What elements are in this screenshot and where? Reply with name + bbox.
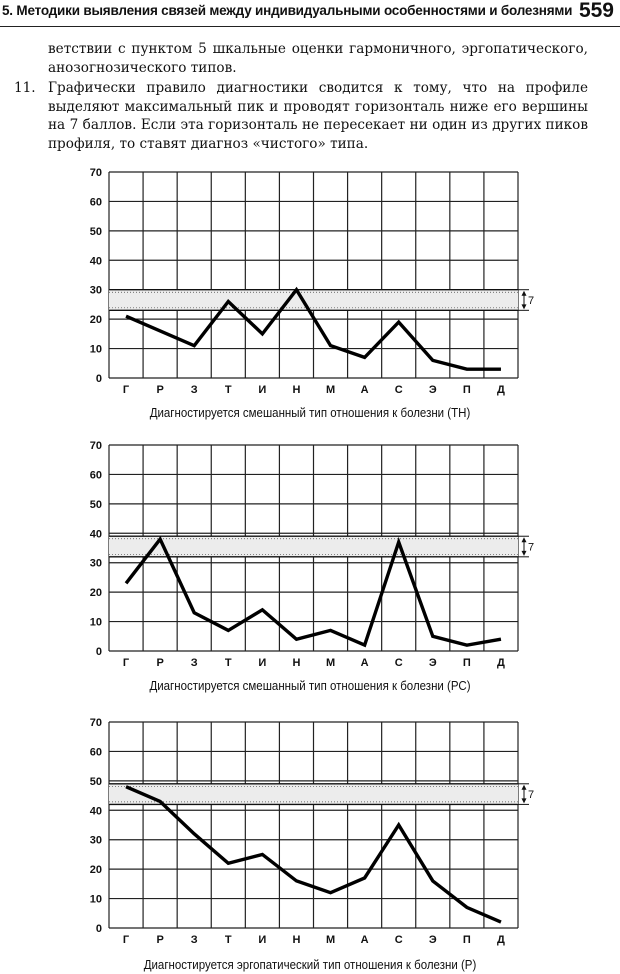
x-tick-label: С [395, 384, 403, 396]
chart-3-caption: Диагностируется эргопатический тип отнош… [143, 958, 477, 972]
series-line [125, 785, 502, 924]
x-tick-label: Т [225, 934, 232, 946]
x-tick-label: Г [123, 934, 130, 946]
y-tick-label: 70 [90, 717, 102, 729]
chart-2-svg: 0 10 20 30 40 50 60 70 7 Г Р З Т И Н М А С Э П Д [90, 440, 534, 669]
y-tick-label: 30 [90, 835, 102, 847]
y-tick-label: 70 [90, 440, 102, 452]
band-arrow-down [521, 304, 527, 310]
band-label: 7 [528, 542, 534, 554]
y-tick-label: 20 [90, 587, 102, 599]
y-tick-label: 50 [90, 499, 102, 511]
x-tick-label: Д [497, 384, 505, 396]
x-tick-label: А [361, 934, 369, 946]
y-tick-label: 10 [90, 344, 102, 356]
list-item-11: 11. Графически правило диагностики своди… [0, 79, 620, 153]
x-tick-label: Г [123, 657, 130, 669]
x-tick-label: А [361, 384, 369, 396]
y-tick-label: 60 [90, 746, 102, 758]
band-shade [109, 536, 518, 557]
y-tick-label: 10 [90, 894, 102, 906]
x-tick-label: Э [429, 657, 437, 669]
y-tick-label: 70 [90, 167, 102, 179]
band-label: 7 [528, 295, 534, 307]
x-tick-label: И [258, 934, 266, 946]
y-tick-label: 50 [90, 226, 102, 238]
x-tick-label: А [361, 657, 369, 669]
x-tick-label: Д [497, 657, 505, 669]
page-number: 559 [578, 0, 614, 22]
continuation-paragraph: ветствии с пунктом 5 шкальные оценки гар… [48, 41, 588, 76]
profile-chart-2: 0 10 20 30 40 50 60 70 7 Г Р З Т И Н М А С Э П Д Диагностиру… [0, 433, 620, 693]
band-shade [109, 783, 518, 805]
chart-1-svg: 0 10 20 30 40 50 60 70 7 Г Р З Т И Н М А С Э П Д [90, 167, 534, 396]
y-tick-label: 0 [96, 373, 102, 385]
y-tick-label: 0 [96, 646, 102, 658]
band-arrow-up [521, 784, 527, 790]
x-tick-label: С [395, 657, 403, 669]
x-tick-label: Э [429, 384, 437, 396]
chart-3-svg: 0 10 20 30 40 50 60 70 7 Г Р З Т И Н М А С Э П Д [90, 717, 534, 946]
y-tick-label: 50 [90, 776, 102, 788]
y-tick-label: 20 [90, 864, 102, 876]
x-tick-label: П [463, 384, 471, 396]
x-tick-label: С [395, 934, 403, 946]
x-tick-label: Д [497, 934, 505, 946]
x-tick-label: Н [292, 657, 300, 669]
chart-1-caption: Диагностируется смешанный тип отношения … [149, 406, 471, 420]
page-header: 5. Методики выявления связей между индив… [0, 0, 620, 27]
x-tick-label: Г [123, 384, 130, 396]
x-tick-label: Н [292, 934, 300, 946]
item-number: 11. [14, 80, 36, 96]
y-tick-label: 20 [90, 314, 102, 326]
x-tick-label: М [326, 657, 335, 669]
y-tick-label: 0 [96, 923, 102, 935]
x-tick-label: Т [225, 657, 232, 669]
y-tick-label: 10 [90, 617, 102, 629]
x-tick-label: Р [156, 657, 163, 669]
y-tick-label: 40 [90, 528, 102, 540]
y-tick-label: 30 [90, 558, 102, 570]
chart-2-caption: Диагностируется смешанный тип отношения … [149, 679, 471, 693]
x-tick-label: Р [156, 384, 163, 396]
band-shade [109, 289, 518, 311]
y-tick-label: 60 [90, 469, 102, 481]
body-text: ветствии с пунктом 5 шкальные оценки гар… [0, 40, 620, 153]
item-text: Графически правило диагностики сводится … [48, 80, 588, 152]
profile-chart-3: 0 10 20 30 40 50 60 70 7 Г Р З Т И Н М А С Э П Д Диагностиру… [0, 710, 620, 972]
band-arrow-up [521, 290, 527, 296]
profile-chart-1: 0 10 20 30 40 50 60 70 7 Г Р З Т И Н М А С Э П Д Диагностиру… [0, 160, 620, 420]
x-tick-label: И [258, 384, 266, 396]
x-tick-label: П [463, 934, 471, 946]
x-tick-label: Р [156, 934, 163, 946]
band-label: 7 [528, 789, 534, 801]
x-tick-label: З [191, 657, 198, 669]
y-tick-label: 60 [90, 196, 102, 208]
x-tick-label: З [191, 384, 198, 396]
y-tick-label: 40 [90, 255, 102, 267]
band-arrow-down [521, 798, 527, 804]
y-tick-label: 40 [90, 805, 102, 817]
x-tick-label: И [258, 657, 266, 669]
band-arrow-up [521, 537, 527, 543]
x-tick-label: Т [225, 384, 232, 396]
y-tick-label: 30 [90, 285, 102, 297]
series-line [125, 286, 501, 371]
x-tick-label: М [326, 934, 335, 946]
x-tick-label: Н [292, 384, 300, 396]
band-arrow-down [521, 550, 527, 556]
x-tick-label: З [191, 934, 198, 946]
x-tick-label: П [463, 657, 471, 669]
x-tick-label: Э [429, 934, 437, 946]
x-tick-label: М [326, 384, 335, 396]
series-line [124, 535, 502, 648]
running-title: 5. Методики выявления связей между индив… [2, 3, 573, 18]
